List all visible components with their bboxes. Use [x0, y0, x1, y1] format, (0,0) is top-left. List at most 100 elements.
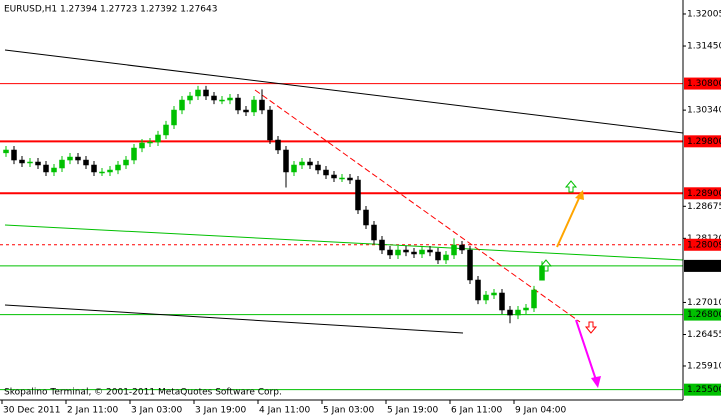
candle-body	[139, 142, 145, 149]
level-label: 1.28900	[687, 189, 721, 199]
candle-body	[147, 141, 153, 144]
candle-body	[347, 177, 353, 181]
candles	[3, 85, 545, 324]
candle-body	[75, 156, 81, 161]
candle-body	[515, 309, 521, 316]
candle-body	[323, 169, 329, 176]
axis-labels: 1.320051.314501.303401.286751.281201.270…	[1, 9, 721, 416]
arrow	[575, 319, 597, 381]
candle-body	[531, 289, 537, 309]
level-label-bg	[684, 77, 721, 90]
x-tick-label: 2 Jan 11:00	[67, 406, 119, 416]
candle-body	[411, 251, 417, 255]
candle-body	[467, 249, 473, 281]
x-tick-label: 9 Jan 04:00	[515, 406, 567, 416]
level-label: 1.27643	[687, 261, 721, 271]
candle-body	[67, 156, 73, 161]
candle-body	[11, 149, 17, 161]
candle-body	[59, 159, 65, 169]
candle-body	[315, 164, 321, 171]
up-marker	[539, 259, 553, 272]
trend-line	[254, 89, 581, 323]
trend-line	[4, 304, 464, 334]
x-tick-label: 4 Jan 11:00	[259, 406, 311, 416]
arrow-head	[575, 190, 584, 200]
x-tick-label: 6 Jan 11:00	[451, 406, 503, 416]
x-tick-label: 3 Jan 19:00	[195, 406, 247, 416]
candle-body	[491, 292, 497, 296]
level-label: 1.29800	[687, 137, 721, 147]
down-marker	[584, 321, 598, 334]
candle-body	[123, 159, 129, 166]
level-label: 1.28009	[687, 240, 721, 250]
level-label-bg	[684, 308, 721, 321]
candle-body	[483, 294, 489, 301]
level-label-bg	[684, 259, 721, 272]
candle-body	[27, 161, 33, 164]
candle-body	[435, 251, 441, 261]
x-tick-label: 3 Jan 03:00	[131, 406, 183, 416]
y-tick-label: 1.31450	[687, 42, 721, 52]
level-label-bg	[684, 238, 721, 251]
candle-body	[163, 124, 169, 136]
y-tick-label: 1.30340	[687, 106, 721, 116]
candle-body	[419, 249, 425, 255]
candle-body	[299, 161, 305, 166]
up-marker	[564, 180, 578, 193]
x-tick-label: 5 Jan 19:00	[387, 406, 439, 416]
candle-body	[379, 239, 385, 251]
candle-body	[3, 149, 9, 154]
level-label: 1.30800	[687, 79, 721, 89]
y-tick-label: 1.32005	[687, 9, 721, 19]
candle-body	[275, 139, 281, 151]
candle-body	[187, 95, 193, 101]
candle-body	[475, 279, 481, 301]
candle-body	[267, 109, 273, 141]
candle-body	[459, 244, 465, 251]
candle-body	[235, 97, 241, 111]
candle-body	[307, 161, 313, 166]
candle-body	[283, 149, 289, 173]
candle-body	[195, 89, 201, 97]
y-tick-label: 1.25910	[687, 361, 721, 371]
y-tick-label: 1.27010	[687, 298, 721, 308]
candle-body	[291, 164, 297, 173]
candle-body	[403, 249, 409, 253]
candle-body	[339, 177, 345, 180]
candle-body	[179, 99, 185, 111]
candle-body	[443, 254, 449, 261]
candle-body	[451, 244, 457, 256]
candle-body	[355, 179, 361, 211]
candle-body	[43, 164, 49, 173]
x-tick-label: 30 Dec 2011	[3, 406, 61, 416]
candle-body	[371, 224, 377, 241]
candle-body	[83, 159, 89, 166]
candle-body	[251, 99, 257, 113]
candle-body	[91, 164, 97, 173]
candle-body	[99, 171, 105, 174]
candle-body	[243, 109, 249, 113]
trend-line	[4, 224, 684, 261]
arrow	[556, 195, 581, 248]
x-tick-label: 5 Jan 03:00	[323, 406, 375, 416]
chart-title: EURUSD,H1 1.27394 1.27723 1.27392 1.2764…	[4, 5, 217, 15]
candle-body	[507, 309, 513, 316]
candle-body	[331, 174, 337, 179]
level-label-bg	[684, 135, 721, 148]
candle-body	[131, 147, 137, 161]
level-label-bg	[684, 383, 721, 396]
candle-body	[227, 97, 233, 101]
candle-body	[211, 95, 217, 101]
level-label: 1.26800	[687, 310, 721, 320]
trend-line	[4, 49, 684, 134]
candle-body	[115, 164, 121, 171]
candle-body	[523, 307, 529, 311]
y-tick-label: 1.28675	[687, 202, 721, 212]
candle-body	[51, 167, 57, 173]
candle-body	[259, 99, 265, 111]
level-label-bg	[684, 187, 721, 200]
candle-body	[387, 249, 393, 256]
candle-body	[427, 249, 433, 253]
candle-body	[395, 249, 401, 256]
candle-body	[219, 99, 225, 102]
